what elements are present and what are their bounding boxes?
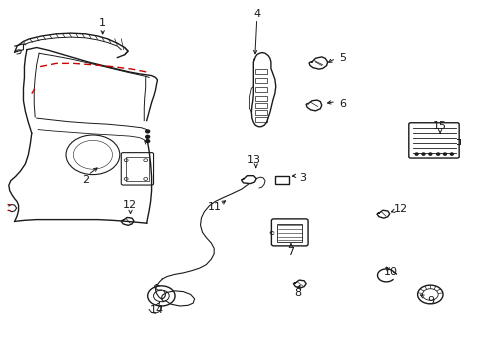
Text: 5: 5	[338, 53, 345, 63]
Text: 4: 4	[253, 9, 260, 19]
Text: 3: 3	[299, 173, 306, 183]
Text: 10: 10	[384, 267, 397, 277]
Circle shape	[414, 153, 417, 155]
Text: 12: 12	[122, 200, 136, 210]
Circle shape	[436, 153, 439, 155]
Text: 9: 9	[426, 296, 433, 306]
Text: 12: 12	[393, 204, 407, 214]
Text: 14: 14	[149, 305, 163, 315]
Circle shape	[145, 140, 149, 143]
Circle shape	[145, 130, 149, 133]
Bar	[255, 87, 266, 92]
Text: 1: 1	[99, 18, 106, 28]
Bar	[277, 224, 302, 242]
Circle shape	[449, 153, 452, 155]
Text: 6: 6	[338, 99, 345, 109]
Bar	[125, 157, 149, 181]
Circle shape	[145, 135, 149, 138]
Text: 15: 15	[432, 121, 446, 131]
Circle shape	[443, 153, 446, 155]
Text: 11: 11	[208, 202, 222, 212]
Bar	[255, 69, 266, 74]
Text: 2: 2	[82, 175, 89, 185]
Bar	[255, 96, 266, 101]
Bar	[255, 103, 266, 108]
Text: 7: 7	[287, 247, 294, 257]
Text: 13: 13	[247, 155, 261, 165]
Text: 8: 8	[294, 288, 301, 298]
Bar	[274, 176, 289, 184]
Circle shape	[428, 153, 431, 155]
Bar	[255, 117, 266, 122]
Bar	[255, 110, 266, 115]
Bar	[255, 78, 266, 83]
Circle shape	[421, 153, 424, 155]
